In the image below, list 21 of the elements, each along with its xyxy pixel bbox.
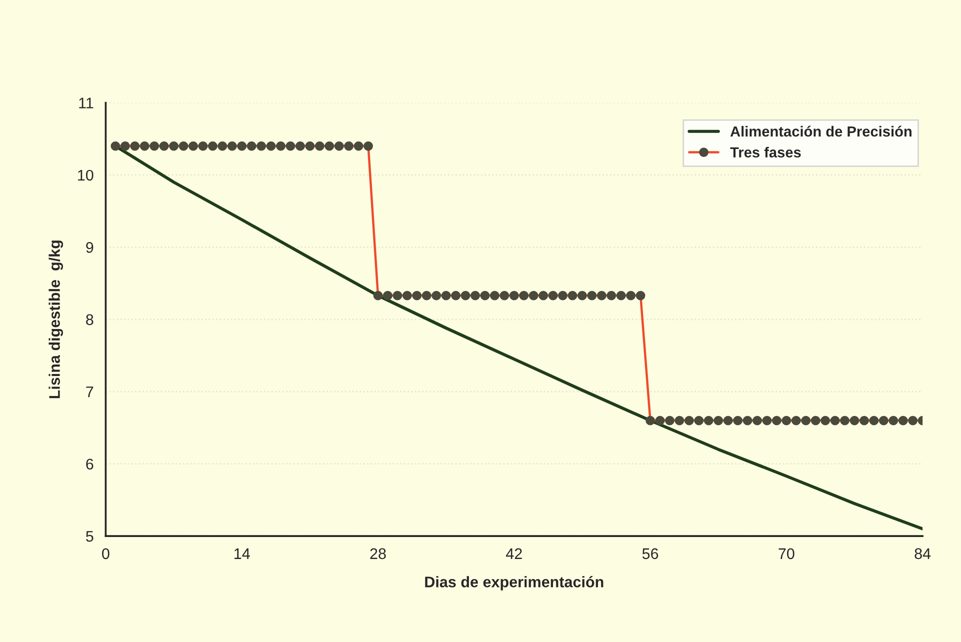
y-tick-label: 11 (79, 98, 94, 108)
x-tick-label: 0 (102, 548, 110, 560)
x-tick-label: 70 (778, 548, 794, 560)
point (646, 416, 655, 426)
x-tick-label: 28 (370, 548, 386, 560)
y-tick-label: 10 (78, 170, 94, 181)
x-tick-label: 84 (914, 548, 931, 560)
y-tick-label: 5 (86, 531, 94, 542)
legend-label: Tres fases (730, 146, 801, 158)
y-tick-label: 7 (86, 386, 94, 398)
x-tick-label: 56 (642, 548, 658, 560)
y-tick-label: 6 (86, 458, 94, 470)
legend-label: Alimentación de Precisión (730, 126, 912, 137)
x-tick-label: 14 (234, 548, 250, 559)
y-axis-title: Lisina digestible g/kg (48, 240, 64, 398)
x-axis-title: Dias de experimentación (425, 576, 604, 590)
point (110, 141, 120, 151)
x-tick-label: 42 (506, 548, 522, 559)
y-tick-label: 8 (86, 314, 94, 326)
point (373, 290, 383, 300)
y-tick-label: 9 (86, 242, 94, 253)
